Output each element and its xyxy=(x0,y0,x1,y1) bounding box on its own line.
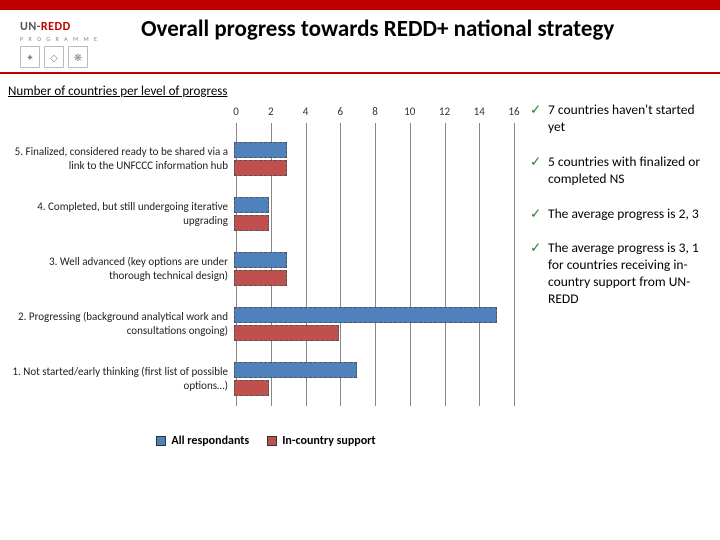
legend-incountry: In-country support xyxy=(267,434,375,448)
legend-swatch-incountry xyxy=(267,436,277,446)
x-tick-label: 12 xyxy=(439,105,450,118)
check-icon: ✓ xyxy=(530,154,542,188)
bars-cell xyxy=(234,241,514,296)
bullet-text: The average progress is 3, 1 for countri… xyxy=(548,240,710,308)
chart-rows: 5. Finalized, considered ready to be sha… xyxy=(8,131,514,406)
x-tick-label: 14 xyxy=(474,105,485,118)
bullet-text: 7 countries haven't started yet xyxy=(548,102,710,136)
progress-bar-chart: 0 2 4 6 8 10 12 14 16 5. Finalized, considered r… xyxy=(8,105,524,450)
bar xyxy=(234,270,287,286)
bullet-item: ✓7 countries haven't started yet xyxy=(530,102,710,136)
bar xyxy=(234,160,287,176)
legend-label-all: All respondants xyxy=(171,434,249,448)
bar xyxy=(234,252,287,268)
x-tick-label: 2 xyxy=(268,105,274,118)
bars-cell xyxy=(234,351,514,406)
chart-row: 1. Not started/early thinking (first lis… xyxy=(8,351,514,406)
bullet-text: 5 countries with finalized or completed … xyxy=(548,154,710,188)
x-tick-label: 4 xyxy=(303,105,309,118)
bullet-list: ✓7 countries haven't started yet✓5 count… xyxy=(530,102,710,308)
category-label: 1. Not started/early thinking (first lis… xyxy=(8,365,234,391)
un-redd-logo: UN-REDD P R O G R A M M E ✦ ◇ ❋ xyxy=(20,16,125,68)
x-tick-label: 10 xyxy=(404,105,415,118)
legend-label-incountry: In-country support xyxy=(282,434,375,448)
x-tick-label: 16 xyxy=(508,105,519,118)
legend-swatch-all xyxy=(156,436,166,446)
bar xyxy=(234,325,339,341)
slide-title: Overall progress towards REDD+ national … xyxy=(141,16,700,42)
bar xyxy=(234,362,357,378)
bar xyxy=(234,215,269,231)
chart-row: 3. Well advanced (key options are under … xyxy=(8,241,514,296)
undp-crest-icon: ◇ xyxy=(44,46,64,68)
logo-redd-text: REDD xyxy=(41,20,71,34)
check-icon: ✓ xyxy=(530,240,542,308)
bar xyxy=(234,142,287,158)
logo-programme-text: P R O G R A M M E xyxy=(20,35,125,43)
logo-un-text: UN- xyxy=(20,20,41,34)
bullet-item: ✓5 countries with finalized or completed… xyxy=(530,154,710,188)
bullet-column: ✓7 countries haven't started yet✓5 count… xyxy=(530,82,710,450)
category-label: 5. Finalized, considered ready to be sha… xyxy=(8,145,234,171)
bar xyxy=(234,197,269,213)
x-tick-label: 6 xyxy=(337,105,343,118)
category-label: 2. Progressing (background analytical wo… xyxy=(8,310,234,336)
check-icon: ✓ xyxy=(530,206,542,223)
bars-cell xyxy=(234,296,514,351)
slide-body: Number of countries per level of progres… xyxy=(0,74,720,456)
check-icon: ✓ xyxy=(530,102,542,136)
unep-crest-icon: ❋ xyxy=(68,46,88,68)
x-tick-label: 0 xyxy=(233,105,239,118)
bar xyxy=(234,307,497,323)
bullet-text: The average progress is 2, 3 xyxy=(548,206,699,223)
chart-subtitle: Number of countries per level of progres… xyxy=(8,84,524,99)
fao-crest-icon: ✦ xyxy=(20,46,40,68)
gridline xyxy=(514,123,515,406)
category-label: 4. Completed, but still undergoing itera… xyxy=(8,200,234,226)
bar xyxy=(234,380,269,396)
legend-all: All respondants xyxy=(156,434,249,448)
x-tick-label: 8 xyxy=(372,105,378,118)
bullet-item: ✓The average progress is 3, 1 for countr… xyxy=(530,240,710,308)
chart-row: 2. Progressing (background analytical wo… xyxy=(8,296,514,351)
chart-row: 4. Completed, but still undergoing itera… xyxy=(8,186,514,241)
top-accent-bar xyxy=(0,0,720,10)
header: UN-REDD P R O G R A M M E ✦ ◇ ❋ Overall … xyxy=(0,10,720,74)
chart-legend: All respondants In-country support xyxy=(8,434,524,448)
bullet-item: ✓ The average progress is 2, 3 xyxy=(530,206,710,223)
bars-cell xyxy=(234,186,514,241)
category-label: 3. Well advanced (key options are under … xyxy=(8,255,234,281)
chart-column: Number of countries per level of progres… xyxy=(4,82,524,450)
chart-row: 5. Finalized, considered ready to be sha… xyxy=(8,131,514,186)
bars-cell xyxy=(234,131,514,186)
